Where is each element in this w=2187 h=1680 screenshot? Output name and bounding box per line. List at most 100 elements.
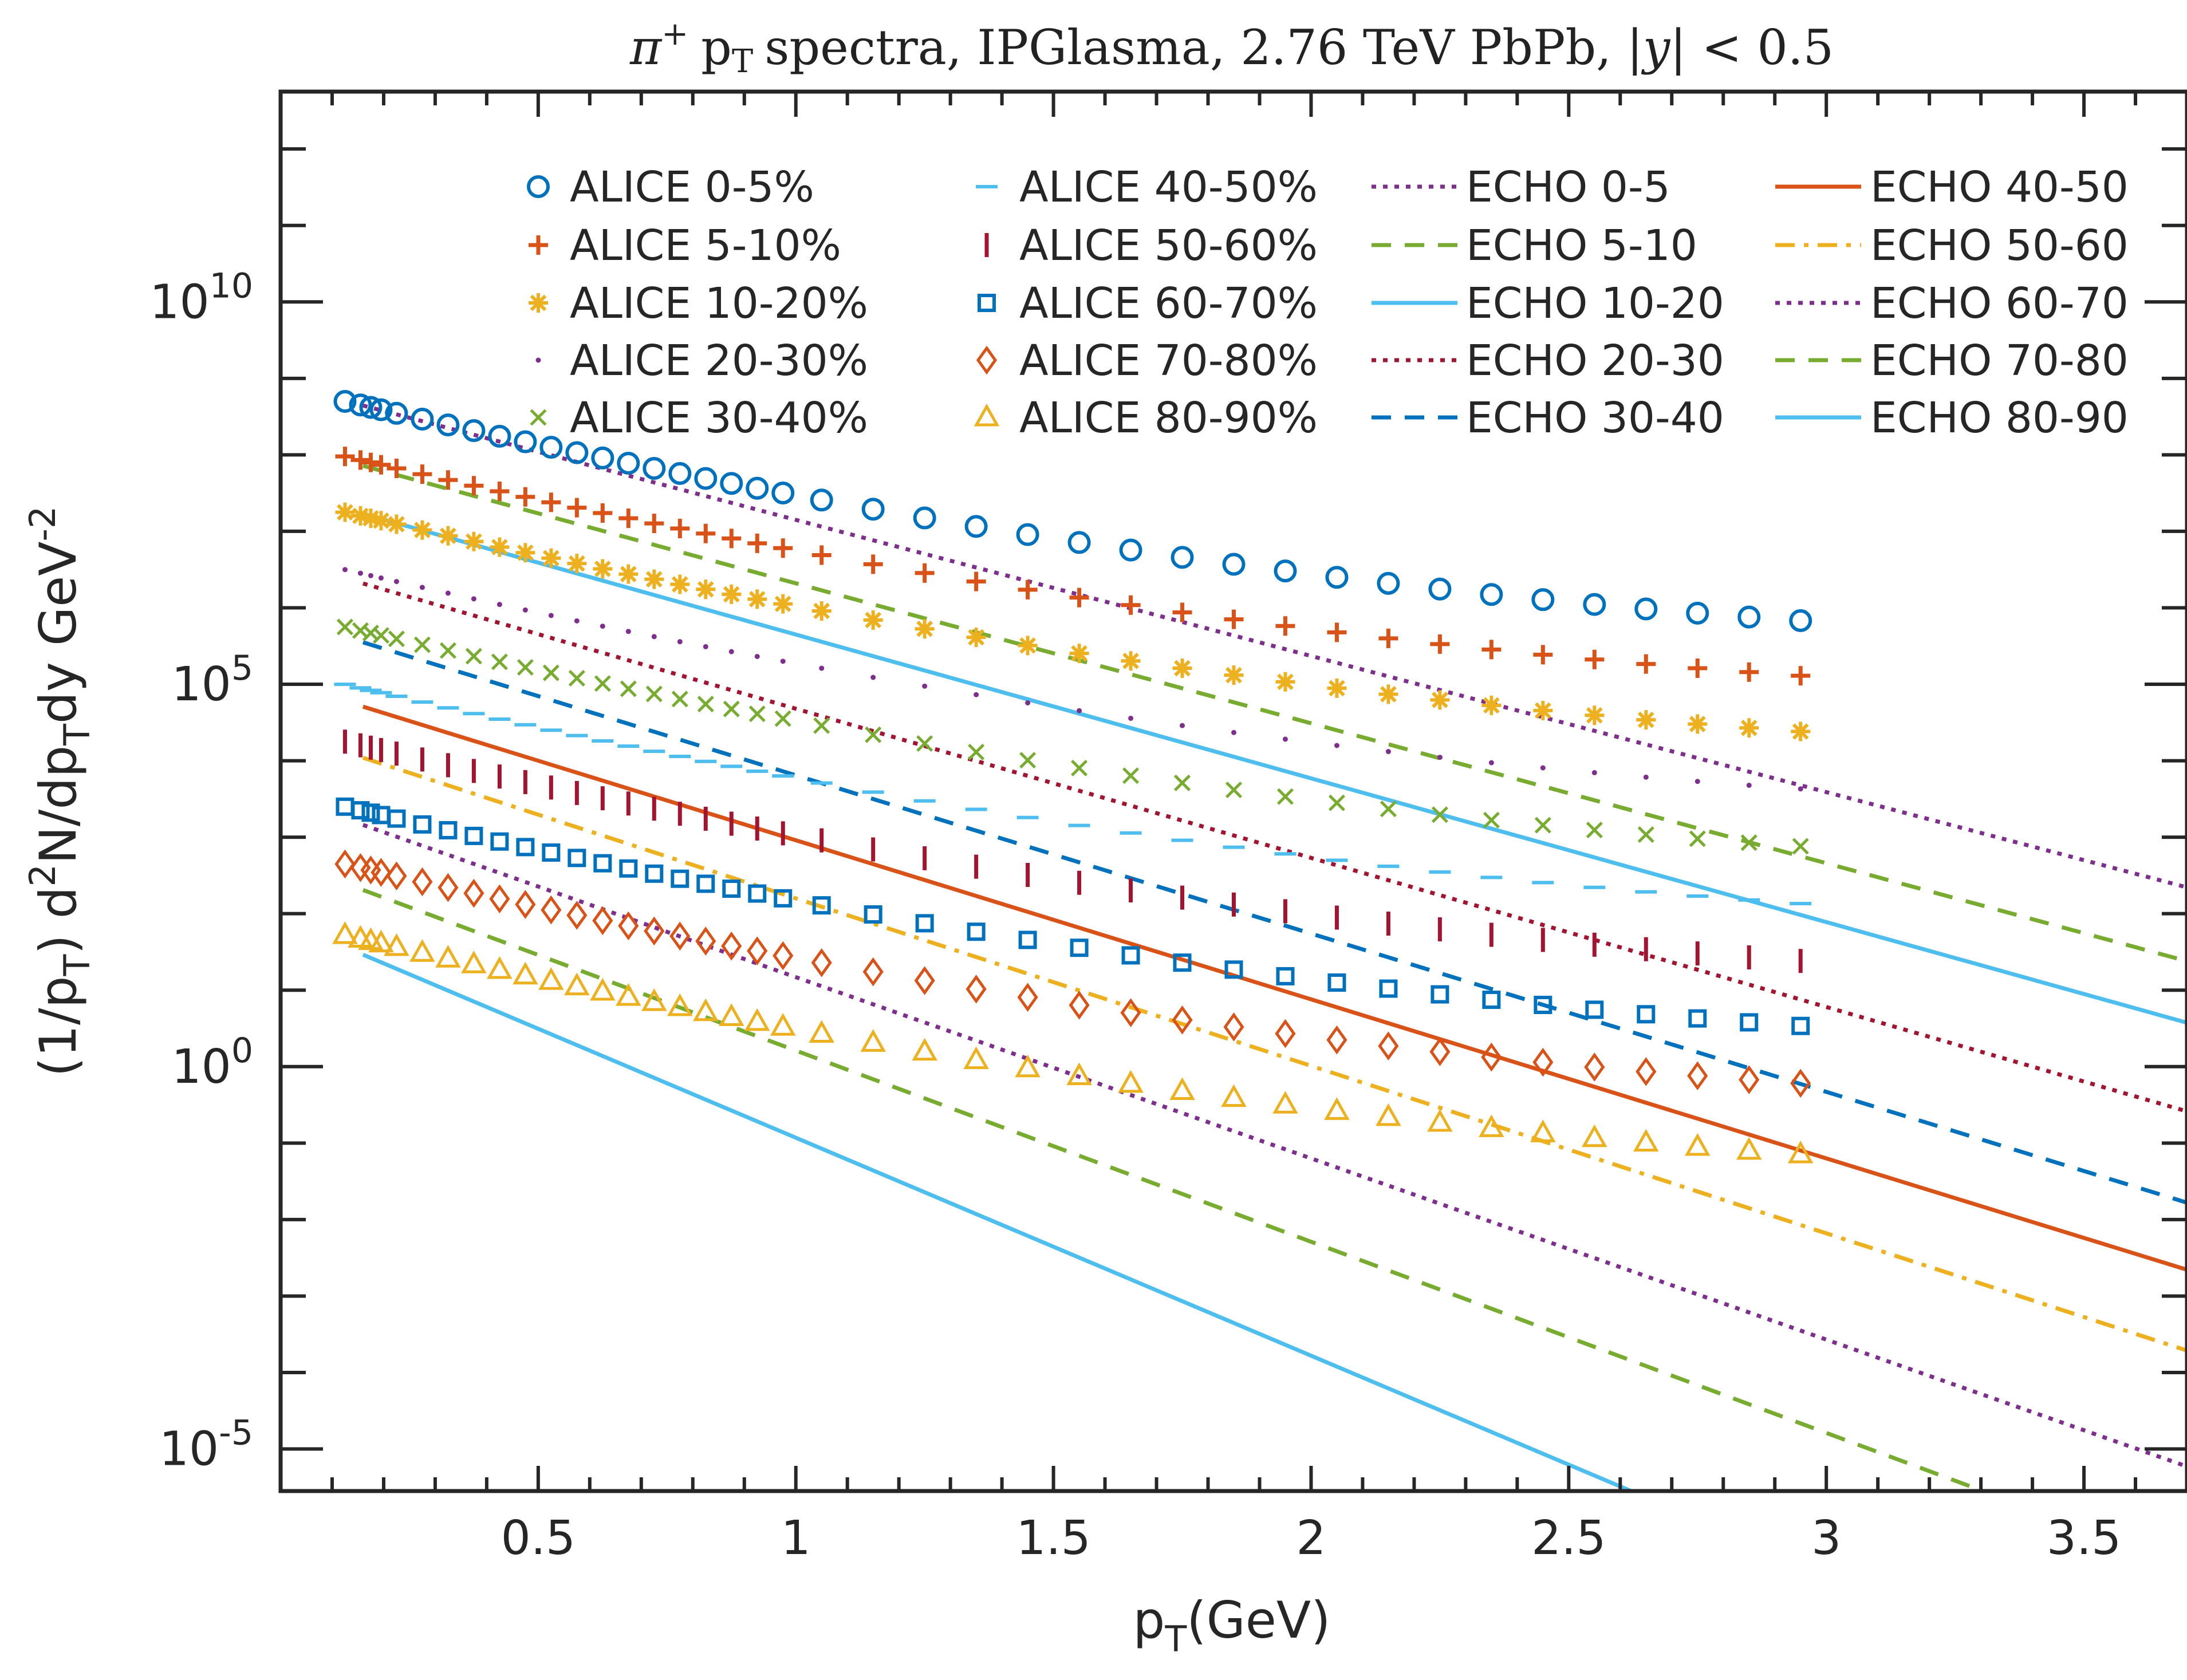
data-point (968, 743, 985, 760)
data-point (335, 502, 355, 522)
data-point (1327, 973, 1346, 992)
data-point (412, 464, 432, 484)
data-point (1739, 1065, 1760, 1094)
data-point (369, 398, 393, 421)
data-point (409, 939, 435, 962)
data-point (413, 636, 431, 653)
legend-entry-echo-5-10: ECHO 5-10 (1372, 221, 1697, 270)
data-point (922, 683, 928, 689)
y-axis-ticks: 1010 105 100 10-5 (149, 147, 2187, 1477)
legend: ALICE 0-5% ALICE 5-10% ALICE 10-20% ALICE 2… (527, 163, 2129, 443)
data-point (915, 619, 935, 639)
data-point (565, 441, 589, 464)
data-point (620, 680, 637, 697)
legend-label: ALICE 80-90% (1019, 393, 1318, 443)
data-point (334, 849, 356, 879)
legend-entry-alice-50-60: ALICE 50-60% (984, 221, 1318, 270)
data-point (1018, 636, 1038, 656)
data-point (439, 821, 458, 839)
data-point (1071, 759, 1088, 776)
series-alice-0-5 (333, 389, 1812, 632)
data-point (1480, 583, 1503, 606)
data-point (1634, 597, 1658, 621)
data-point (1272, 1091, 1298, 1114)
data-point (644, 514, 664, 534)
data-point (566, 901, 588, 930)
plot-frame (278, 89, 2187, 1493)
data-point (1688, 714, 1708, 734)
data-point (336, 618, 353, 636)
series-alice-5-10 (335, 447, 1811, 686)
x-tick-label: 3.5 (2047, 1511, 2121, 1565)
data-point (1582, 1124, 1607, 1147)
data-point (974, 692, 979, 697)
data-point (515, 487, 535, 507)
legend-entry-alice-10-20: ALICE 10-20% (529, 279, 868, 328)
x-tick-label: 1 (781, 1511, 811, 1565)
data-point (1585, 649, 1605, 669)
data-point (1121, 946, 1140, 965)
data-point (865, 726, 882, 743)
data-point (1798, 786, 1803, 792)
data-point (411, 408, 434, 431)
data-point (564, 972, 590, 996)
legend-entry-alice-20-30: ALICE 20-30% (535, 336, 868, 385)
data-point (693, 998, 719, 1022)
data-point (754, 653, 760, 659)
x-axis-label: pT(GeV) (1133, 1591, 1331, 1660)
data-point (912, 1038, 937, 1061)
legend-marker (529, 293, 548, 313)
data-point (359, 396, 383, 419)
data-point (618, 564, 639, 584)
data-point (357, 570, 363, 576)
data-point (1221, 1084, 1247, 1107)
data-point (378, 575, 384, 581)
data-point (438, 526, 458, 546)
data-point (439, 642, 456, 659)
series-alice-20-30 (342, 567, 1803, 792)
data-point (967, 922, 986, 941)
data-point (388, 630, 405, 648)
data-point (625, 629, 631, 634)
data-point (1736, 1137, 1762, 1160)
data-point (491, 653, 508, 671)
data-point (1481, 1042, 1502, 1072)
data-point (541, 492, 561, 512)
data-point (1069, 991, 1090, 1020)
data-point (463, 878, 484, 908)
data-point (864, 905, 882, 924)
data-point (1225, 781, 1243, 798)
data-point (1017, 983, 1038, 1012)
data-point (1429, 1037, 1451, 1067)
data-point (445, 590, 451, 596)
data-point (860, 1029, 886, 1052)
data-point (590, 977, 616, 1001)
legend-entry-alice-80-90: ALICE 80-90% (974, 393, 1318, 443)
data-point (1224, 609, 1244, 629)
data-point (335, 447, 355, 467)
data-point (914, 966, 935, 995)
data-point (1534, 817, 1551, 834)
data-point (1532, 1047, 1554, 1077)
data-point (774, 889, 793, 908)
data-point (1431, 806, 1448, 823)
legend-entry-echo-0-5: ECHO 0-5 (1372, 163, 1670, 212)
data-point (1172, 658, 1192, 678)
data-point (1739, 662, 1759, 682)
alice-markers (332, 389, 1814, 1164)
data-point (361, 508, 381, 529)
data-point (619, 859, 638, 878)
data-point (349, 393, 372, 417)
data-point (695, 926, 716, 956)
data-point (1540, 765, 1546, 771)
data-point (1379, 979, 1398, 998)
data-point (1282, 736, 1288, 742)
data-point (747, 936, 768, 965)
data-point (1739, 718, 1759, 738)
legend-marker (529, 235, 548, 255)
legend-entry-alice-70-80: ALICE 70-80% (976, 336, 1318, 385)
data-point (1792, 838, 1809, 855)
data-point (1376, 1103, 1401, 1126)
data-point (1180, 723, 1185, 728)
data-point (1121, 595, 1141, 615)
